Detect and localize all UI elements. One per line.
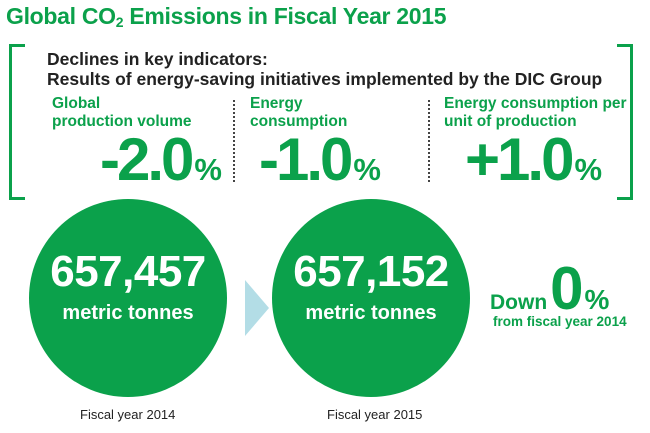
indicator-energy-label-line-2: consumption <box>250 113 348 130</box>
title-subscript: 2 <box>115 14 124 30</box>
left-bracket <box>9 44 25 200</box>
change-summary: Down0% <box>490 254 609 323</box>
emissions-circle-2014: 657,457 metric tonnes <box>29 199 227 397</box>
title-main: Global CO <box>6 3 116 29</box>
change-word: Down <box>490 291 548 314</box>
emissions-2015-unit: metric tonnes <box>305 302 437 324</box>
change-value: 0 <box>550 255 583 322</box>
caption-2014: Fiscal year 2014 <box>80 407 176 422</box>
indicators-heading: Declines in key indicators: Results of e… <box>47 49 602 89</box>
indicator-production-number: -2.0 <box>100 126 194 193</box>
change-subtitle: from fiscal year 2014 <box>493 314 627 329</box>
indicator-energy-number: -1.0 <box>259 126 353 193</box>
indicator-divider-1 <box>233 100 235 182</box>
change-percent: % <box>584 284 610 315</box>
indicator-divider-2 <box>428 100 430 182</box>
heading-line-1: Declines in key indicators: <box>47 49 268 69</box>
indicator-per-unit-number: +1.0 <box>465 126 574 193</box>
indicator-per-unit-label-line-2: unit of production <box>444 113 577 130</box>
indicator-production-label-line-1: Global <box>52 95 101 112</box>
emissions-2014-unit: metric tonnes <box>62 302 194 324</box>
indicator-energy-label-line-1: Energy <box>250 95 303 112</box>
page-title: Global CO2 Emissions in Fiscal Year 2015 <box>6 3 447 30</box>
emissions-2015-value: 657,152 <box>293 247 449 296</box>
indicator-energy-value: -1.0% <box>259 128 381 202</box>
indicator-per-unit-percent: % <box>574 152 603 187</box>
indicator-production-value: -2.0% <box>100 128 222 202</box>
caption-2015: Fiscal year 2015 <box>327 407 423 422</box>
emissions-circle-2015: 657,152 metric tonnes <box>272 199 470 397</box>
heading-line-2: Results of energy-saving initiatives imp… <box>47 69 603 89</box>
indicator-per-unit-label-line-1: Energy consumption per <box>444 95 627 112</box>
right-bracket <box>617 44 633 200</box>
indicator-energy-label: Energy consumption <box>250 95 347 131</box>
emissions-2014-value: 657,457 <box>50 247 206 296</box>
indicator-per-unit-value: +1.0% <box>465 128 602 202</box>
indicator-production-percent: % <box>194 152 222 187</box>
indicator-per-unit-label: Energy consumption per unit of productio… <box>444 95 627 131</box>
indicator-production-label: Global production volume <box>52 95 192 131</box>
indicator-production-label-line-2: production volume <box>52 113 192 130</box>
title-rest: Emissions in Fiscal Year 2015 <box>123 3 447 29</box>
indicator-energy-percent: % <box>353 152 381 187</box>
chevron-right-icon <box>245 280 269 336</box>
